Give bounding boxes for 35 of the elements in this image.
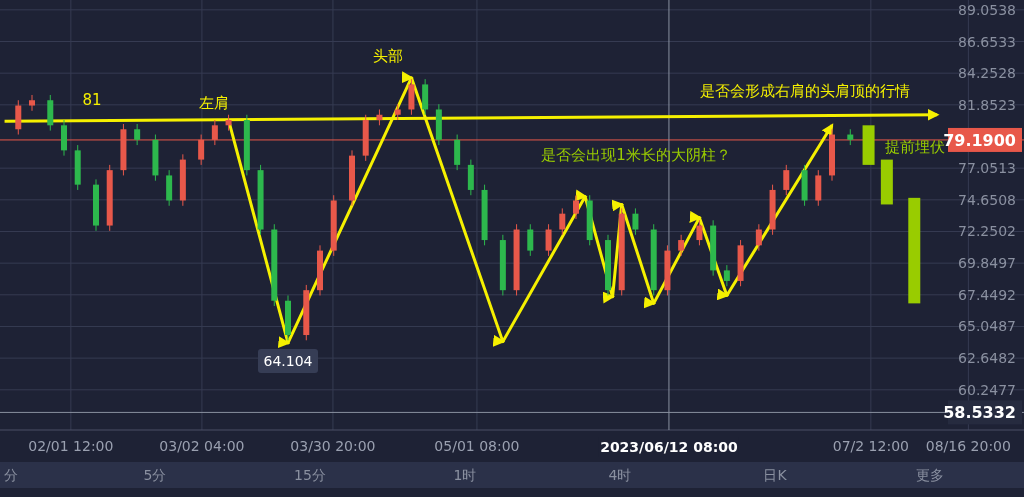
annotation: 是否会出现1米长的大阴柱？ (541, 146, 731, 164)
annotation: 81 (82, 91, 102, 109)
y-tick-label: 60.2477 (958, 381, 1016, 398)
annotation: 是否会形成右肩的头肩顶的行情 (700, 82, 910, 100)
y-tick-label: 84.2528 (958, 65, 1016, 82)
x-tick-label: 03/02 04:00 (159, 438, 245, 454)
annotation: 左肩 (199, 94, 229, 112)
text: 15分 (294, 467, 326, 483)
text: 更多 (916, 467, 944, 483)
text: 日K (763, 467, 788, 483)
x-tick-label: 02/01 12:00 (28, 438, 114, 454)
annotation: 64.104 (263, 352, 313, 369)
text: 分 (4, 467, 18, 483)
y-tick-label: 77.0513 (958, 160, 1016, 177)
annotation: 头部 (373, 47, 403, 65)
y-tick-label: 86.6533 (958, 33, 1016, 50)
y-tick-label: 74.6508 (958, 191, 1016, 208)
text: 5分 (143, 467, 167, 483)
y-tick-label: 62.6482 (958, 350, 1016, 367)
x-tick-label: 08/16 20:00 (925, 438, 1011, 454)
y-tick-label: 67.4492 (958, 286, 1016, 303)
y-tick-label: 81.8523 (958, 96, 1016, 113)
y-tick-label: 69.8497 (958, 255, 1016, 272)
y-tick-label: 72.2502 (958, 223, 1016, 240)
x-tick-label: 05/01 08:00 (434, 438, 520, 454)
text: 4时 (608, 467, 632, 483)
ref-line-label: 79.1900 (943, 130, 1016, 150)
y-tick-label: 65.0487 (958, 318, 1016, 335)
x-tick-label: 03/30 20:00 (290, 438, 376, 454)
text: 1时 (453, 467, 477, 483)
annotation: 提前埋伏 (885, 138, 945, 156)
x-tick-label: 07/2 12:00 (832, 438, 909, 454)
ref-line-label: 2023/06/12 08:00 (600, 439, 739, 455)
y-tick-label: 89.0538 (958, 1, 1016, 18)
ref-line-label: 58.5332 (943, 403, 1016, 423)
